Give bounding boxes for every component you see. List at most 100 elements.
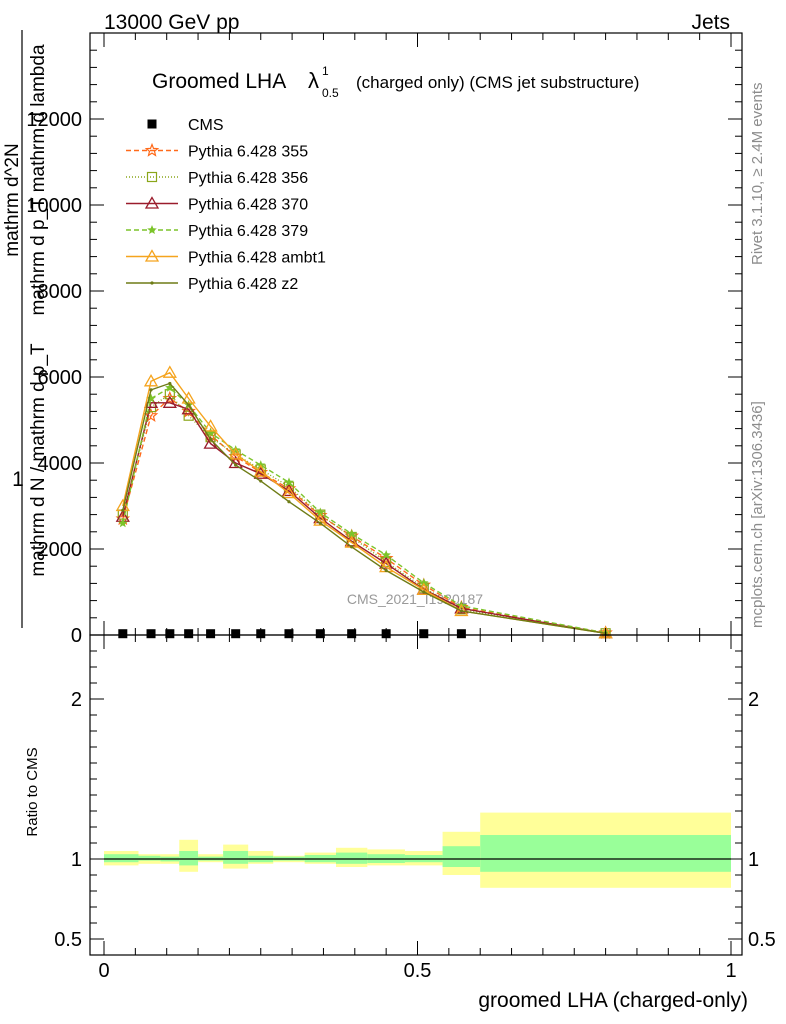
title-main: Groomed LHA (152, 70, 286, 93)
legend-pythia-6-428-370-label: Pythia 6.428 370 (188, 197, 308, 214)
title-sup: 1 (322, 64, 329, 78)
legend-pythia-6-428-ambt1-marker (144, 249, 160, 262)
series-cms-point (165, 629, 175, 639)
ratio-band-inner (138, 855, 161, 861)
series-pythia-6-428-370-point (379, 556, 394, 569)
series-pythia-6-428-z2-point (234, 463, 238, 467)
series-cms-point (146, 629, 156, 639)
legend-pythia-6-428-370-marker (144, 196, 160, 209)
series-cms-point (456, 629, 466, 639)
ratio-y-tick-label: 2 (71, 689, 82, 711)
series-pythia-6-428-370-point (162, 395, 177, 408)
series-pythia-6-428-z2-point (287, 500, 291, 504)
title-suffix: (charged only) (CMS jet substructure) (356, 73, 639, 92)
y-label-numerator-two: mathrm d^2N (2, 143, 23, 256)
main-y-tick-label: 6000 (38, 367, 83, 389)
series-pythia-6-428-ambt1-point (313, 513, 328, 526)
series-cms-point (315, 629, 325, 639)
series-pythia-6-428-z2-point (384, 568, 388, 573)
legend-pythia-6-428-z2-label: Pythia 6.428 z2 (188, 276, 298, 293)
x-axis-label: groomed LHA (charged-only) (478, 989, 748, 1012)
series-pythia-6-428-355-point (143, 408, 159, 422)
series-pythia-6-428-z2-point (208, 437, 213, 441)
y-label-denominator-two: mathrm d p_T mathrm d lambda (28, 44, 49, 315)
y-label-one: 1 (12, 468, 24, 491)
series-pythia-6-428-379-point (346, 529, 357, 538)
ratio-band-inner (223, 851, 249, 864)
x-tick-label: 0 (98, 960, 109, 982)
series-pythia-6-428-ambt1-point (181, 391, 196, 404)
series-pythia-6-428-z2-point (168, 381, 172, 386)
series-pythia-6-428-ambt1-point (416, 582, 431, 595)
x-tick-label: 1 (725, 960, 736, 982)
main-y-axis-label: 1 mathrm d N / mathrm d p_T mathrm d^2N … (2, 30, 49, 628)
series-pythia-6-428-z2-point (318, 521, 322, 525)
legend-pythia-6-428-356-marker (146, 171, 158, 183)
rivet-label: Rivet 3.1.10, ≥ 2.4M events (749, 83, 766, 266)
series-pythia-6-428-379-point (205, 427, 216, 437)
ratio-band-inner (442, 846, 481, 867)
series-pythia-6-428-379-point (165, 382, 175, 392)
series-cms-point (231, 629, 241, 639)
main-y-tick-label: 10000 (26, 195, 82, 217)
series-pythia-6-428-ambt1-point (203, 419, 218, 432)
main-y-tick-label: 4000 (38, 453, 83, 475)
legend-pythia-6-428-379-marker (147, 225, 157, 234)
ratio-bands (104, 812, 731, 888)
main-series (115, 365, 613, 640)
series-cms-point (206, 629, 216, 639)
series-pythia-6-428-z2-point (187, 403, 191, 407)
ratio-y-tick-label-right: 2 (748, 689, 759, 711)
ratio-y-tick-label: 0.5 (54, 929, 82, 951)
chart-title: Groomed LHA λ 1 0.5 (charged only) (CMS … (152, 64, 639, 100)
series-cms-point (184, 629, 194, 639)
legend-cms-marker (147, 119, 157, 129)
legend-pythia-6-428-356-label: Pythia 6.428 356 (188, 170, 308, 187)
ratio-frame (89, 634, 743, 956)
ratio-band-inner (480, 835, 731, 872)
series-pythia-6-428-ambt1-point (228, 447, 243, 460)
mcplots-label: mcplots.cern.ch [arXiv:1306.3436] (749, 401, 766, 628)
legend-cms-label: CMS (188, 117, 224, 134)
series-cms-point (284, 629, 294, 639)
title-sub: 0.5 (322, 86, 339, 100)
header-right: Jets (691, 11, 730, 34)
series-pythia-6-428-z2-point (422, 590, 426, 594)
series-cms-point (118, 629, 128, 639)
series-pythia-6-428-z2-point (149, 388, 153, 392)
ratio-y-tick-label-right: 0.5 (748, 929, 776, 951)
y-label-denominator-one: mathrm d N / mathrm d p_T (28, 343, 49, 577)
series-pythia-6-428-z2-point (121, 508, 125, 512)
ratio-band-inner (335, 852, 368, 864)
series-pythia-6-428-ambt1-point (253, 464, 268, 477)
ratio-band-inner (104, 854, 139, 863)
main-y-tick-label: 8000 (38, 281, 83, 303)
main-y-tick-label: 0 (71, 625, 82, 647)
ratio-band-inner (179, 851, 199, 866)
title-symbol: λ (308, 68, 319, 93)
main-y-tick-label: 12000 (26, 109, 82, 131)
legend-pythia-6-428-379-label: Pythia 6.428 379 (188, 223, 308, 240)
axes: 0 2000 4000 6000 8000 10000 12000 0.5 0.5 1 1 2 2 0 0.… (26, 32, 776, 982)
series-pythia-6-428-z2-line (122, 382, 606, 634)
series-cms-point (419, 629, 429, 639)
x-tick-label: 0.5 (404, 960, 432, 982)
header-left: 13000 GeV pp (104, 11, 239, 34)
series-pythia-6-428-370-point (454, 601, 469, 614)
legend-pythia-6-428-z2-marker (150, 281, 154, 285)
series-pythia-6-428-379-point (284, 477, 294, 487)
series-pythia-6-428-ambt1-point (162, 365, 177, 378)
ratio-y-tick-label-right: 1 (748, 849, 759, 871)
series-pythia-6-428-ambt1-point (281, 485, 297, 499)
series-cms-point (347, 629, 357, 639)
series-pythia-6-428-ambt1-point (143, 373, 159, 387)
series-pythia-6-428-379-point (118, 518, 128, 528)
main-y-tick-label: 2000 (38, 539, 83, 561)
series-pythia-6-428-379-line (122, 386, 606, 634)
legend-pythia-6-428-355-marker (144, 142, 160, 157)
series-pythia-6-428-z2-point (350, 545, 354, 549)
series-pythia-6-428-379-point (381, 550, 391, 560)
series-pythia-6-428-356-line (122, 393, 606, 634)
ratio-y-tick-label: 1 (71, 849, 82, 871)
